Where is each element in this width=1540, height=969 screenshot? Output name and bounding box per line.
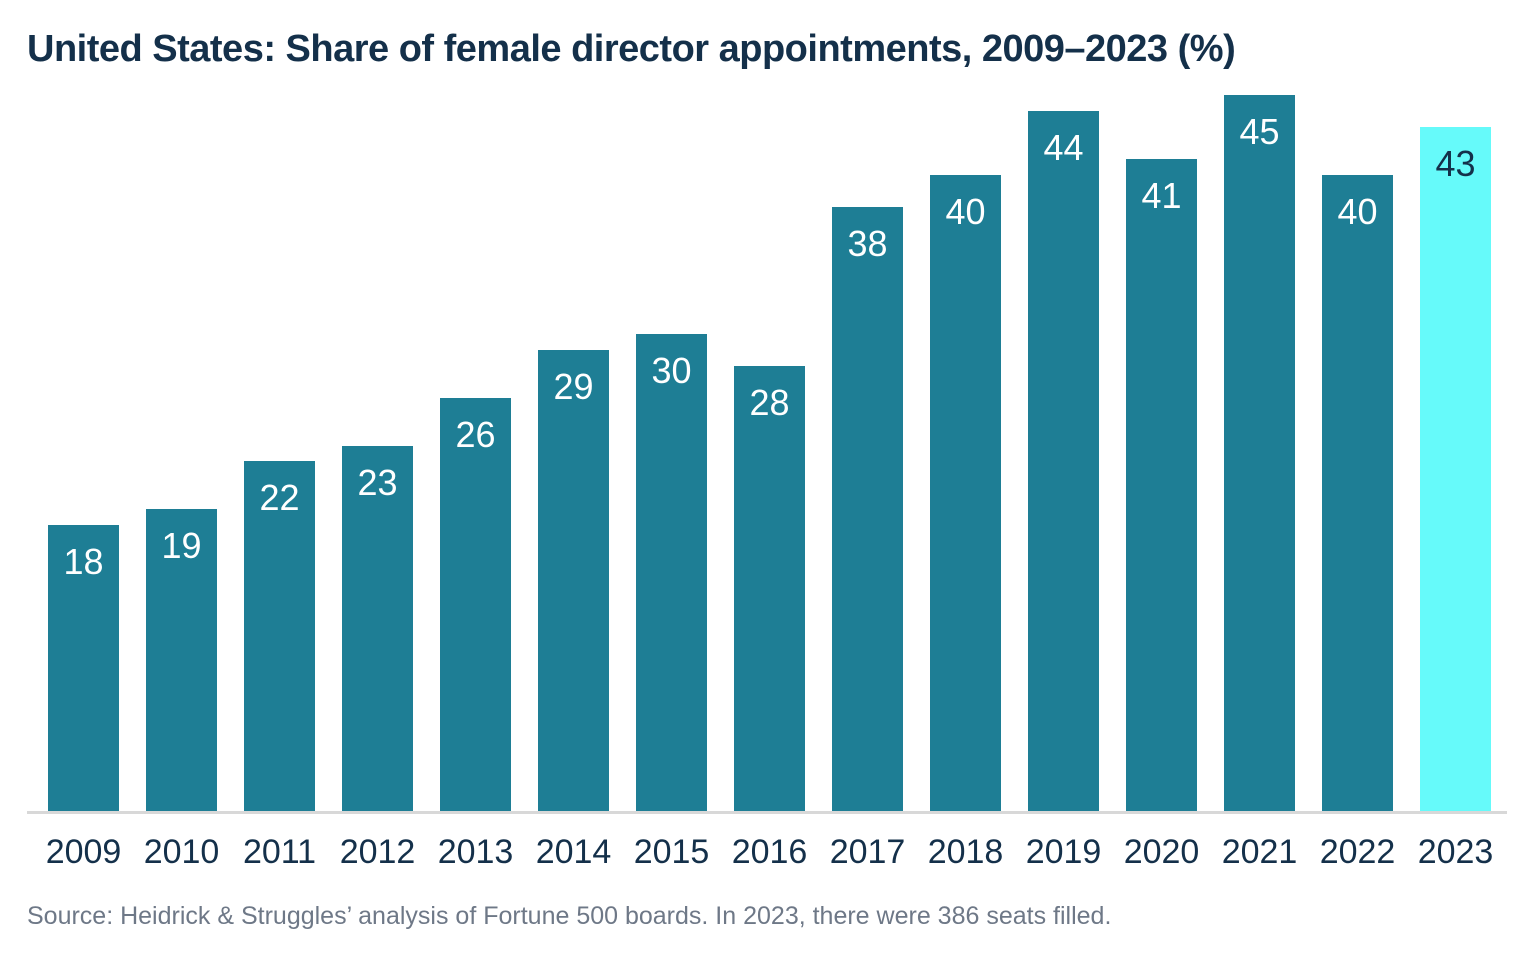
bar-2022: 40 — [1322, 175, 1393, 812]
x-tick-2020: 2020 — [1123, 833, 1200, 871]
bar-2014: 29 — [538, 350, 609, 812]
bar-column-2010: 19 2010 — [144, 95, 219, 871]
bar-column-2020: 41 2020 — [1124, 95, 1199, 871]
bar-2021: 45 — [1224, 95, 1295, 812]
bar-column-2023: 43 2023 — [1418, 95, 1493, 871]
bar-value-label-2011: 22 — [259, 477, 300, 518]
bar-column-2019: 44 2019 — [1026, 95, 1101, 871]
bar-value-label-2012: 23 — [357, 462, 398, 503]
bar-2012: 23 — [342, 446, 413, 812]
bar-2018: 40 — [930, 175, 1001, 812]
bar-column-2014: 29 2014 — [536, 95, 611, 871]
x-tick-2021: 2021 — [1221, 833, 1298, 871]
bar-2011: 22 — [244, 461, 315, 812]
bar-2013: 26 — [440, 398, 511, 812]
bar-value-label-2013: 26 — [455, 414, 496, 455]
x-tick-2009: 2009 — [45, 833, 122, 871]
x-tick-2023: 2023 — [1417, 833, 1494, 871]
bar-2020: 41 — [1126, 159, 1197, 812]
bar-2015: 30 — [636, 334, 707, 812]
bar-value-label-2014: 29 — [553, 366, 594, 407]
bar-column-2022: 40 2022 — [1320, 95, 1395, 871]
x-tick-2013: 2013 — [437, 833, 514, 871]
x-tick-2010: 2010 — [143, 833, 220, 871]
x-axis-line — [27, 811, 1507, 814]
bar-value-label-2021: 45 — [1239, 111, 1280, 152]
bar-column-2021: 45 2021 — [1222, 95, 1297, 871]
x-tick-2018: 2018 — [927, 833, 1004, 871]
bar-column-2011: 22 2011 — [243, 95, 316, 871]
bar-column-2009: 18 2009 — [46, 95, 121, 871]
bar-column-2018: 40 2018 — [928, 95, 1003, 871]
x-tick-2017: 2017 — [829, 833, 906, 871]
bar-value-label-2023: 43 — [1435, 143, 1476, 184]
x-tick-2019: 2019 — [1025, 833, 1102, 871]
x-tick-2022: 2022 — [1319, 833, 1396, 871]
x-tick-2016: 2016 — [731, 833, 808, 871]
bar-chart-plot: 18 2009 19 2010 22 2011 23 2012 26 2013 29 2014 30 20… — [46, 95, 1493, 871]
bar-2010: 19 — [146, 509, 217, 812]
x-tick-2015: 2015 — [633, 833, 710, 871]
bar-value-label-2022: 40 — [1337, 191, 1378, 232]
bar-value-label-2010: 19 — [161, 525, 202, 566]
bar-value-label-2020: 41 — [1141, 175, 1182, 216]
bar-column-2015: 30 2015 — [634, 95, 709, 871]
bar-value-label-2017: 38 — [847, 223, 888, 264]
bar-2009: 18 — [48, 525, 119, 812]
bar-value-label-2019: 44 — [1043, 127, 1084, 168]
bar-value-label-2016: 28 — [749, 382, 790, 423]
bar-column-2017: 38 2017 — [830, 95, 905, 871]
bar-column-2013: 26 2013 — [438, 95, 513, 871]
x-tick-2011: 2011 — [242, 833, 317, 871]
x-tick-2012: 2012 — [339, 833, 416, 871]
bar-value-label-2015: 30 — [651, 350, 692, 391]
source-note: Source: Heidrick & Struggles’ analysis o… — [27, 902, 1112, 930]
bar-column-2012: 23 2012 — [340, 95, 415, 871]
bar-2016: 28 — [734, 366, 805, 812]
x-tick-2014: 2014 — [535, 833, 612, 871]
bar-2017: 38 — [832, 207, 903, 812]
bar-value-label-2018: 40 — [945, 191, 986, 232]
bar-column-2016: 28 2016 — [732, 95, 807, 871]
bar-2019: 44 — [1028, 111, 1099, 812]
bar-2023: 43 — [1420, 127, 1491, 812]
bar-value-label-2009: 18 — [63, 541, 104, 582]
chart-title: United States: Share of female director … — [27, 28, 1236, 70]
